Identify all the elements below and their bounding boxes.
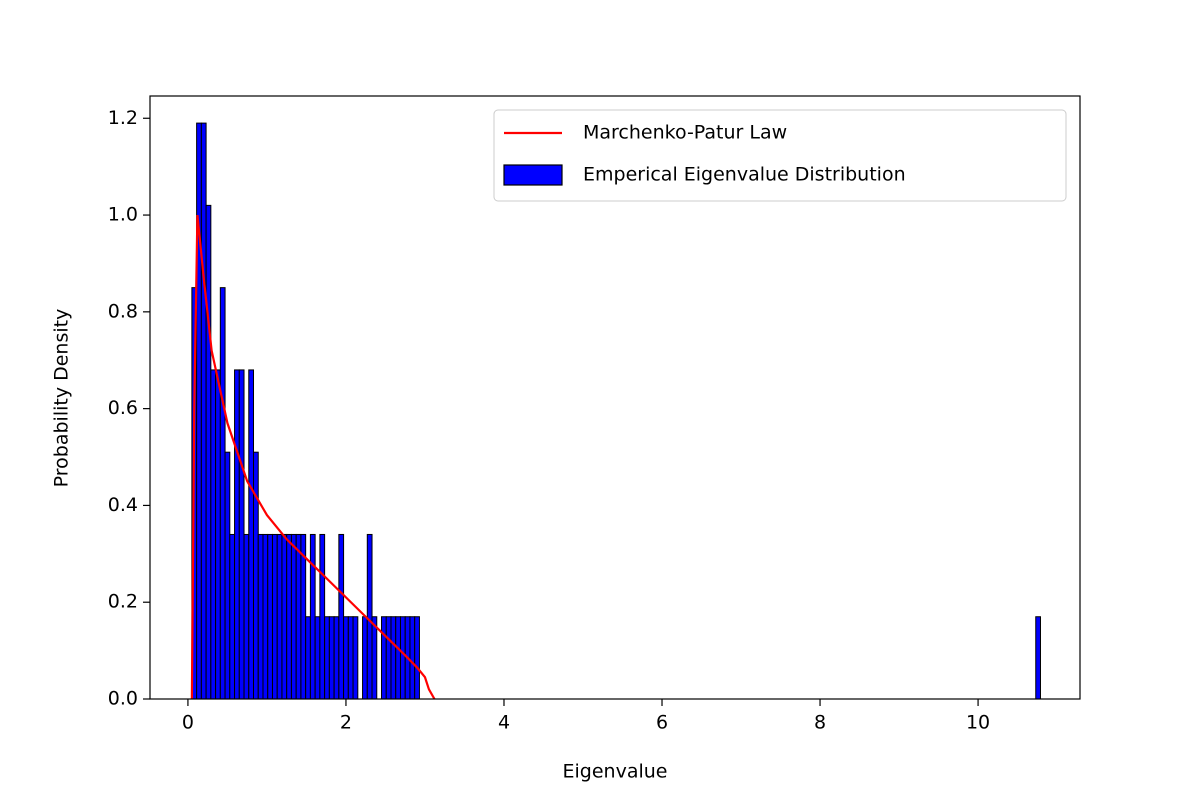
- histogram-bar: [371, 616, 378, 700]
- histogram-bar: [1035, 616, 1041, 700]
- histogram-bar: [210, 369, 217, 700]
- x-tick-label: 6: [656, 712, 668, 734]
- histogram-bar: [338, 533, 345, 700]
- histogram-bar: [381, 616, 387, 700]
- histogram-bar: [253, 451, 259, 700]
- y-tick-label: 0.4: [108, 494, 138, 516]
- histogram-bar: [324, 616, 330, 700]
- histogram-bar: [399, 616, 406, 700]
- y-axis-label: Probability Density: [51, 309, 73, 488]
- histogram-bar: [248, 369, 255, 700]
- histogram-bar: [390, 616, 397, 700]
- histogram-bar: [347, 616, 354, 700]
- x-axis-label: Eigenvalue: [563, 761, 668, 783]
- histogram-bar: [286, 533, 292, 700]
- legend-patch: [503, 164, 563, 186]
- histogram-bar: [295, 533, 302, 700]
- x-tick-label: 4: [498, 712, 510, 734]
- histogram-bar: [309, 533, 316, 700]
- histogram-bar: [234, 369, 240, 700]
- histogram-bar: [300, 533, 307, 700]
- plot-frame: [149, 95, 1081, 700]
- histogram-bar: [314, 616, 321, 700]
- histogram-bar: [409, 616, 416, 700]
- histogram-bar: [262, 533, 269, 700]
- histogram-bar: [352, 616, 359, 700]
- histogram-bar: [333, 616, 340, 700]
- histogram-bar: [267, 533, 273, 700]
- histogram-bar: [271, 533, 278, 700]
- legend-box: [493, 109, 1067, 202]
- histogram-bar: [414, 616, 420, 700]
- histogram-bar: [343, 616, 349, 700]
- x-tick-label: 10: [966, 712, 990, 734]
- histogram-bar: [281, 533, 288, 700]
- y-tick-label: 1.2: [108, 107, 138, 129]
- y-tick-label: 0.2: [108, 591, 138, 613]
- histogram-bar: [276, 533, 283, 700]
- histogram-bar: [257, 533, 264, 700]
- histogram-bar: [243, 533, 250, 700]
- histogram-bar: [362, 616, 368, 700]
- histogram-bar: [219, 287, 226, 700]
- legend: Marchenko-Patur Law Emperical Eigenvalue …: [493, 109, 1067, 202]
- x-tick-label: 2: [340, 712, 352, 734]
- y-tick-label: 0.8: [108, 300, 138, 322]
- histogram-bar: [205, 204, 212, 700]
- histogram-bar: [395, 616, 401, 700]
- histogram-bar: [290, 533, 297, 700]
- y-tick-label: 0.0: [108, 688, 138, 710]
- legend-label: Marchenko-Patur Law: [583, 122, 787, 144]
- histogram-bar: [196, 122, 202, 700]
- histogram-bar: [328, 616, 335, 700]
- x-tick-label: 0: [182, 712, 194, 734]
- x-tick-label: 8: [814, 712, 826, 734]
- histogram-bar: [200, 122, 207, 700]
- histogram-bar: [229, 533, 236, 700]
- histogram-bar: [385, 616, 392, 700]
- histogram-bar: [319, 533, 326, 700]
- y-tick-label: 0.6: [108, 397, 138, 419]
- histogram-bar: [215, 369, 221, 700]
- mp-law-line: [190, 214, 436, 700]
- legend-label: Emperical Eigenvalue Distribution: [583, 164, 906, 186]
- histogram-bar: [238, 369, 245, 700]
- y-tick-label: 1.0: [108, 204, 138, 226]
- histogram-bar: [224, 451, 231, 700]
- histogram-bar: [305, 616, 311, 700]
- histogram-bar: [366, 533, 373, 700]
